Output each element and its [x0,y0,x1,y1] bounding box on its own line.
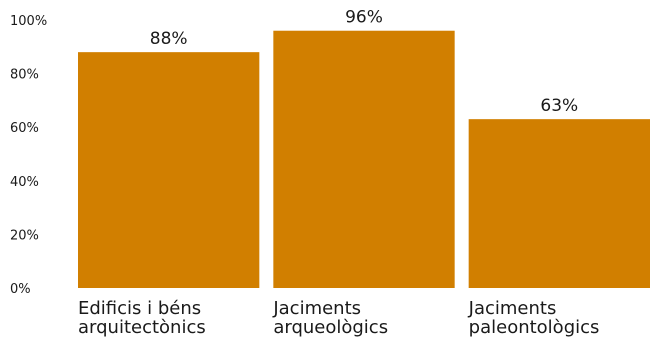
x-tick-label: Jaciments [272,298,361,319]
value-labels: 88% 96% 63% [150,8,578,116]
x-tick-label: Edificis i béns [78,298,201,319]
bar [273,30,455,288]
value-label: 88% [150,29,188,49]
value-label: 63% [540,96,578,116]
value-label: 96% [345,8,383,28]
x-tick-label: arqueològics [273,317,388,338]
y-tick-label: 100% [10,14,47,29]
x-tick-label: arquitectònics [78,317,206,338]
y-tick-label: 60% [10,121,39,136]
x-tick-label: Jaciments [468,298,557,319]
y-tick-label: 20% [10,228,39,243]
category-labels: Edificis i bénsarquitectònicsJacimentsar… [78,298,599,338]
y-tick-label: 40% [10,175,39,190]
y-tick-label: 0% [10,282,31,297]
x-tick-label: paleontològics [469,317,600,338]
y-tick-label: 80% [10,68,39,83]
y-axis-ticks: 0% 20% 40% 60% 80% 100% [10,14,47,297]
bars [78,30,650,288]
bar [468,119,650,288]
bar [78,52,260,288]
